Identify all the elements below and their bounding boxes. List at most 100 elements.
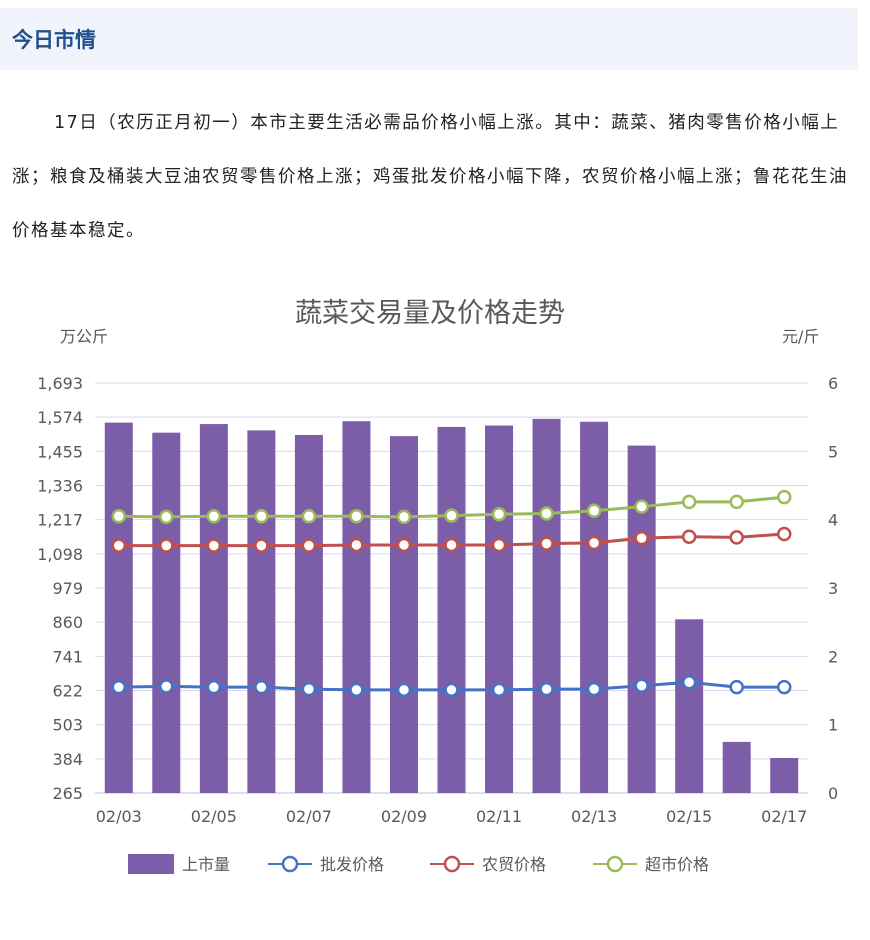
legend-marker — [606, 855, 624, 873]
bar — [104, 422, 133, 793]
data-point — [444, 537, 459, 553]
section-header — [0, 8, 858, 70]
data-point — [586, 535, 602, 551]
y-left-tick-label: 1,217 — [37, 511, 83, 530]
legend-swatch — [128, 854, 174, 874]
bar — [294, 434, 323, 793]
y-left-tick-label: 1,455 — [37, 442, 83, 461]
data-point — [159, 679, 174, 694]
bar — [247, 430, 276, 793]
data-point — [206, 679, 222, 695]
data-point — [349, 509, 364, 524]
x-tick-label: 02/09 — [381, 807, 427, 826]
bar — [770, 757, 799, 793]
data-point — [206, 509, 222, 524]
data-point — [729, 530, 744, 545]
data-point — [111, 538, 127, 553]
data-point — [301, 538, 317, 553]
bar — [389, 436, 418, 793]
data-point — [349, 682, 364, 698]
bar — [580, 421, 609, 793]
data-point — [159, 538, 174, 553]
chart-legend: 上市量 批发价格 农贸价格 超市价格 — [128, 854, 709, 874]
y-left-tick-label: 979 — [52, 579, 83, 598]
y-left-tick-label: 1,693 — [37, 374, 83, 393]
legend-marker — [281, 855, 299, 873]
data-point — [729, 494, 744, 510]
data-point — [349, 537, 364, 553]
legend-label: 农贸价格 — [482, 855, 546, 874]
y-left-tick-label: 741 — [52, 647, 83, 666]
data-point — [681, 675, 697, 690]
data-point — [396, 537, 412, 553]
x-tick-label: 02/13 — [571, 807, 617, 826]
section-title: 今日市情 — [12, 28, 96, 52]
data-point — [586, 681, 602, 697]
axis-ticks: 1,693 1,574 1,455 1,336 1,217 1,098 979 860 741 6… — [37, 374, 838, 826]
data-point — [301, 681, 317, 697]
y-right-tick-label: 3 — [828, 579, 838, 598]
data-point — [111, 679, 127, 695]
data-point — [539, 506, 554, 521]
data-point — [634, 530, 649, 546]
data-point — [254, 679, 269, 695]
bar — [485, 425, 514, 793]
bar — [627, 445, 656, 793]
data-point — [586, 503, 602, 519]
bar — [437, 426, 466, 793]
bar — [152, 432, 181, 793]
data-point — [776, 679, 792, 695]
data-point — [254, 538, 269, 553]
chart-title: 蔬菜交易量及价格走势 — [295, 298, 565, 329]
bar — [199, 424, 228, 793]
data-point — [254, 509, 269, 524]
legend-label: 上市量 — [182, 855, 230, 874]
data-point — [111, 509, 127, 524]
legend-label: 批发价格 — [320, 855, 384, 874]
bar-series — [104, 418, 799, 793]
y-left-tick-label: 503 — [52, 716, 83, 735]
data-point — [729, 679, 744, 695]
x-tick-label: 02/05 — [191, 807, 237, 826]
data-point — [444, 682, 459, 698]
data-point — [301, 509, 317, 524]
y-right-tick-label: 5 — [828, 442, 838, 461]
bar — [722, 741, 751, 793]
right-axis-unit: 元/斤 — [782, 327, 819, 346]
data-point — [491, 506, 507, 522]
data-point — [681, 529, 697, 544]
data-point — [539, 681, 554, 697]
legend-marker — [443, 855, 461, 873]
data-point — [491, 682, 507, 698]
x-tick-label: 02/11 — [476, 807, 522, 826]
data-point — [634, 499, 649, 514]
data-point — [444, 508, 459, 523]
x-tick-label: 02/03 — [96, 807, 142, 826]
y-right-tick-label: 2 — [828, 647, 838, 666]
y-right-tick-label: 4 — [828, 511, 838, 530]
data-point — [539, 536, 554, 551]
x-tick-label: 02/15 — [666, 807, 712, 826]
data-point — [206, 538, 222, 553]
data-point — [776, 526, 792, 542]
x-tick-label: 02/17 — [761, 807, 807, 826]
data-point — [776, 489, 792, 505]
vegetable-trade-chart: 蔬菜交易量及价格走势 万公斤 元/斤 1,6931,5741,4551,3361… — [37, 298, 838, 874]
bar — [532, 418, 561, 793]
y-right-tick-label: 1 — [828, 716, 838, 735]
y-left-tick-label: 622 — [52, 682, 83, 701]
y-left-tick-label: 1,098 — [37, 545, 83, 564]
market-summary-paragraph: 17日（农历正月初一）本市主要生活必需品价格小幅上涨。其中：蔬菜、猪肉零售价格小… — [12, 113, 848, 241]
bar — [675, 619, 704, 793]
data-point — [634, 678, 649, 693]
bar — [342, 421, 371, 793]
data-point — [681, 494, 697, 510]
y-left-tick-label: 1,574 — [37, 408, 83, 427]
y-left-tick-label: 384 — [52, 750, 83, 769]
legend-label: 超市价格 — [645, 855, 709, 874]
data-point — [491, 537, 507, 553]
data-point — [396, 682, 412, 698]
left-axis-unit: 万公斤 — [60, 327, 108, 346]
x-tick-label: 02/07 — [286, 807, 332, 826]
y-left-tick-label: 860 — [52, 613, 83, 632]
